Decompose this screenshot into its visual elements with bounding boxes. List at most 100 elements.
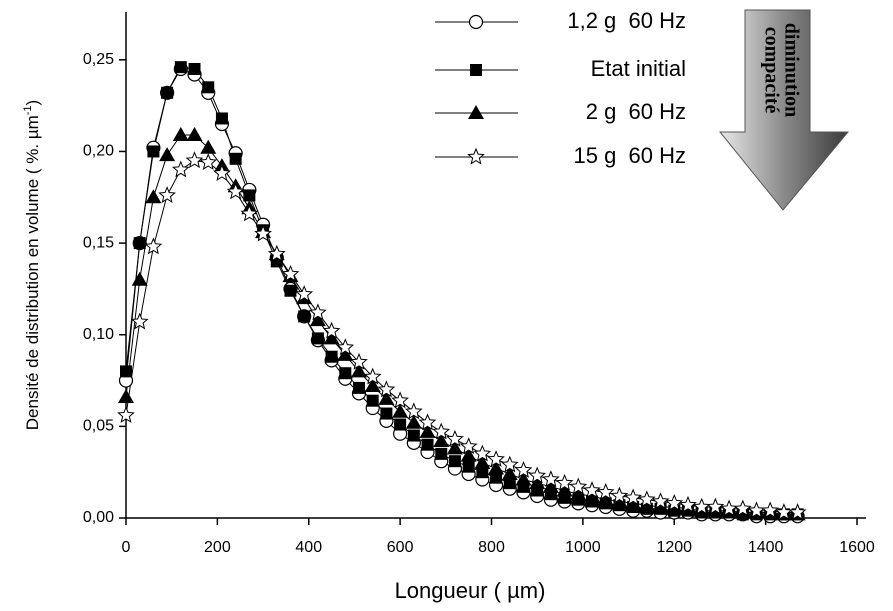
point bbox=[487, 450, 505, 467]
point bbox=[350, 352, 368, 370]
point bbox=[501, 466, 518, 481]
point bbox=[584, 488, 601, 503]
point bbox=[542, 470, 560, 488]
arrow bbox=[718, 9, 850, 211]
point bbox=[433, 433, 450, 448]
point bbox=[120, 365, 132, 378]
x-tick-label: 800 bbox=[478, 539, 505, 556]
point bbox=[556, 482, 573, 497]
point bbox=[366, 394, 379, 407]
point bbox=[638, 497, 655, 512]
point bbox=[569, 477, 588, 495]
point bbox=[596, 482, 615, 500]
point bbox=[226, 182, 245, 200]
point bbox=[490, 471, 503, 484]
point bbox=[243, 189, 256, 202]
series-line bbox=[125, 68, 798, 517]
point bbox=[351, 363, 368, 378]
y-tick-label: 0,00 bbox=[83, 509, 114, 526]
point bbox=[172, 126, 189, 141]
point bbox=[240, 204, 259, 222]
point bbox=[679, 495, 697, 513]
point bbox=[651, 492, 670, 510]
point bbox=[281, 264, 300, 282]
point bbox=[309, 312, 326, 327]
point bbox=[570, 486, 587, 501]
point bbox=[625, 495, 642, 510]
point bbox=[158, 186, 176, 203]
series-line bbox=[125, 134, 798, 515]
point bbox=[462, 460, 475, 473]
point bbox=[391, 391, 409, 409]
point bbox=[174, 61, 187, 74]
point bbox=[435, 447, 448, 460]
point bbox=[528, 466, 547, 484]
point bbox=[611, 493, 628, 508]
point bbox=[706, 497, 725, 515]
point bbox=[761, 501, 780, 519]
annotation: compacité bbox=[760, 27, 782, 114]
point bbox=[448, 455, 461, 468]
point bbox=[473, 444, 492, 462]
point bbox=[118, 389, 134, 404]
point bbox=[446, 429, 464, 447]
point bbox=[363, 367, 382, 385]
point bbox=[295, 285, 314, 302]
legend-label: 1,2 g 60 Hz bbox=[567, 8, 686, 33]
point bbox=[215, 112, 228, 125]
point bbox=[323, 330, 340, 345]
y-tick-label: 0,20 bbox=[83, 143, 114, 160]
point bbox=[555, 473, 574, 491]
legend-marker bbox=[468, 14, 484, 30]
point bbox=[488, 460, 505, 475]
point bbox=[171, 160, 190, 178]
point bbox=[131, 271, 148, 286]
point bbox=[446, 440, 463, 455]
point bbox=[186, 126, 203, 141]
x-tick-label: 200 bbox=[204, 539, 231, 556]
point bbox=[418, 413, 437, 431]
point bbox=[405, 414, 422, 429]
x-tick-label: 1200 bbox=[656, 539, 692, 556]
legend-label: 15 g 60 Hz bbox=[573, 143, 686, 168]
point bbox=[339, 367, 352, 380]
point bbox=[202, 81, 215, 94]
point bbox=[130, 312, 149, 330]
x-tick-label: 600 bbox=[387, 539, 414, 556]
point bbox=[597, 491, 614, 506]
legend-entry: 1,2 g 60 Hz bbox=[435, 8, 686, 33]
y-tick-label: 0,05 bbox=[83, 418, 114, 435]
point bbox=[311, 332, 324, 345]
legend-marker bbox=[470, 64, 482, 76]
point bbox=[159, 147, 176, 162]
point bbox=[652, 499, 669, 514]
x-tick-label: 1600 bbox=[839, 539, 875, 556]
point bbox=[161, 86, 174, 99]
series-line bbox=[125, 66, 798, 515]
point bbox=[213, 164, 231, 181]
point bbox=[200, 139, 217, 154]
legend-entry: Etat initial bbox=[435, 56, 686, 81]
point bbox=[459, 437, 478, 455]
x-tick-label: 1400 bbox=[748, 539, 784, 556]
point bbox=[529, 475, 546, 490]
x-tick-label: 1000 bbox=[565, 539, 601, 556]
x-axis-label: Longueur ( µm) bbox=[395, 578, 546, 603]
legend-marker bbox=[467, 147, 485, 165]
legend-entry: 2 g 60 Hz bbox=[435, 99, 686, 124]
point bbox=[147, 145, 160, 158]
point bbox=[284, 284, 297, 297]
y-label-text: Densité de distribution en volume ( %. µ… bbox=[23, 115, 42, 430]
point bbox=[353, 381, 366, 394]
y-tick-label: 0,15 bbox=[83, 234, 114, 251]
point bbox=[665, 494, 684, 511]
y-label-end: ) bbox=[23, 100, 42, 106]
x-tick-label: 400 bbox=[295, 539, 322, 556]
legend-label: Etat initial bbox=[591, 56, 686, 81]
point bbox=[377, 380, 396, 398]
point bbox=[503, 477, 516, 490]
point bbox=[380, 407, 393, 420]
point bbox=[144, 237, 163, 255]
